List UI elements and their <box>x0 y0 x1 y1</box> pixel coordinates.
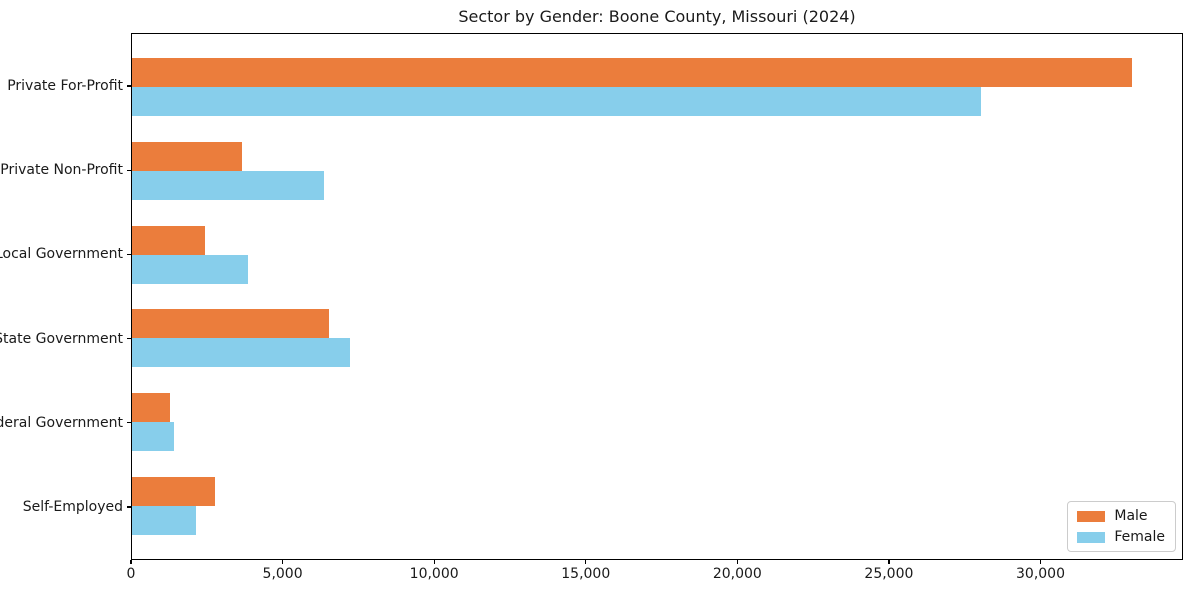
x-tick-mark-0 <box>130 560 132 564</box>
bar-female-private-for-profit <box>132 86 981 116</box>
x-tick-mark-15-000 <box>585 560 587 564</box>
y-tick-label-state-government: State Government <box>0 330 123 347</box>
x-tick-mark-5-000 <box>281 560 284 564</box>
legend-label-female: Female <box>1114 529 1165 545</box>
bar-group-state-government <box>132 296 1182 380</box>
x-tick-mark-10-000 <box>433 560 435 564</box>
bar-female-local-government <box>132 254 249 284</box>
bar-group-private-non-profit <box>132 129 1182 213</box>
bar-group-self-employed <box>132 464 1182 548</box>
legend-item-female: Female <box>1077 530 1165 544</box>
bar-male-local-government <box>132 225 205 255</box>
y-tick-label-private-for-profit: Private For-Profit <box>7 78 123 95</box>
x-tick-label-20-000: 20,000 <box>712 566 762 582</box>
x-tick-mark-20-000 <box>736 560 738 564</box>
legend-item-male: Male <box>1077 509 1165 523</box>
legend: Male Female <box>1067 501 1176 552</box>
bar-male-private-non-profit <box>132 141 243 171</box>
y-tick-label-federal-government: Federal Government <box>0 414 123 431</box>
x-tick-label-0: 0 <box>126 566 136 582</box>
x-tick-label-25-000: 25,000 <box>864 566 914 582</box>
chart-title: Sector by Gender: Boone County, Missouri… <box>458 7 856 26</box>
y-tick-label-local-government: Local Government <box>0 246 123 263</box>
y-axis-labels: Private For-Profit Private Non-Profit Loca… <box>0 33 123 560</box>
y-tick-label-private-non-profit: Private Non-Profit <box>0 162 123 179</box>
bar-group-private-for-profit <box>132 45 1182 129</box>
legend-swatch-male <box>1077 510 1106 522</box>
x-tick-mark-25-000 <box>888 560 890 564</box>
bar-male-federal-government <box>132 393 170 423</box>
bar-male-private-for-profit <box>132 57 1133 87</box>
bar-group-federal-government <box>132 380 1182 464</box>
x-tick-label-15-000: 15,000 <box>561 566 611 582</box>
legend-swatch-female <box>1077 531 1106 543</box>
bar-female-private-non-profit <box>132 170 325 200</box>
bar-female-federal-government <box>132 422 175 452</box>
bars-container <box>132 34 1182 559</box>
y-tick-label-self-employed: Self-Employed <box>22 498 123 515</box>
bar-female-self-employed <box>132 506 196 536</box>
x-tick-mark-30-000 <box>1039 560 1042 564</box>
plot-area: Male Female <box>131 33 1183 560</box>
x-tick-label-5-000: 5,000 <box>262 566 303 582</box>
bar-male-state-government <box>132 309 329 339</box>
bar-female-state-government <box>132 338 350 368</box>
x-tick-label-30-000: 30,000 <box>1016 566 1065 582</box>
x-tick-label-10-000: 10,000 <box>409 566 459 582</box>
legend-label-male: Male <box>1114 508 1148 524</box>
bar-male-self-employed <box>132 477 216 507</box>
bar-group-local-government <box>132 213 1182 297</box>
